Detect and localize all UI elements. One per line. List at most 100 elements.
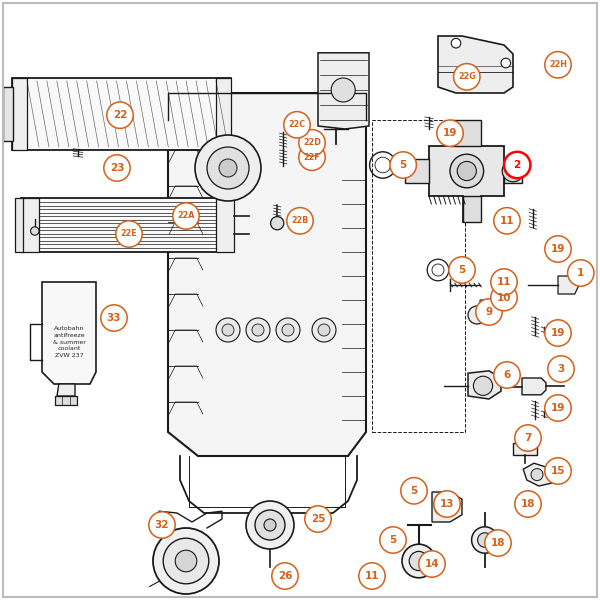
Text: 23: 23 — [110, 163, 124, 173]
Text: 11: 11 — [497, 277, 511, 287]
Circle shape — [107, 102, 133, 128]
Polygon shape — [463, 196, 481, 222]
Polygon shape — [21, 198, 39, 252]
Text: 32: 32 — [155, 520, 169, 530]
Polygon shape — [504, 159, 522, 183]
Circle shape — [219, 159, 237, 177]
Circle shape — [402, 544, 436, 578]
Text: 10: 10 — [497, 293, 511, 302]
Circle shape — [504, 152, 530, 178]
Text: 26: 26 — [278, 571, 292, 581]
Circle shape — [284, 112, 310, 138]
Circle shape — [175, 550, 197, 572]
Polygon shape — [558, 276, 579, 294]
Polygon shape — [216, 78, 231, 150]
Circle shape — [401, 478, 427, 504]
Polygon shape — [522, 378, 546, 395]
Polygon shape — [523, 463, 552, 486]
Text: 33: 33 — [107, 313, 121, 323]
Text: 22A: 22A — [177, 211, 195, 220]
Circle shape — [485, 530, 511, 556]
Circle shape — [491, 269, 517, 295]
Text: 18: 18 — [491, 538, 505, 548]
Text: 6: 6 — [503, 370, 511, 380]
Circle shape — [380, 527, 406, 553]
Text: 9: 9 — [485, 307, 493, 317]
Text: 11: 11 — [500, 216, 514, 226]
Circle shape — [568, 260, 594, 286]
Circle shape — [173, 203, 199, 229]
Circle shape — [473, 376, 493, 395]
Text: 5: 5 — [458, 265, 466, 275]
Circle shape — [450, 154, 484, 188]
Text: 3: 3 — [557, 364, 565, 374]
Circle shape — [287, 208, 313, 234]
Text: 22B: 22B — [292, 216, 308, 225]
Text: 25: 25 — [311, 514, 325, 524]
Circle shape — [494, 362, 520, 388]
Circle shape — [195, 135, 261, 201]
Text: 5: 5 — [400, 160, 407, 170]
Text: 19: 19 — [551, 328, 565, 338]
Circle shape — [246, 318, 270, 342]
Circle shape — [312, 318, 336, 342]
Circle shape — [478, 533, 492, 547]
Circle shape — [271, 217, 284, 230]
Text: Autobahn
antifreeze
& summer
coolant
ZVW 237: Autobahn antifreeze & summer coolant ZVW… — [53, 326, 85, 358]
Circle shape — [207, 147, 249, 189]
Circle shape — [545, 236, 571, 262]
Polygon shape — [216, 198, 234, 252]
Circle shape — [331, 78, 355, 102]
Text: 1: 1 — [577, 268, 584, 278]
Circle shape — [545, 458, 571, 484]
Text: 11: 11 — [365, 571, 379, 581]
Circle shape — [476, 299, 502, 325]
Circle shape — [31, 227, 39, 235]
Circle shape — [264, 519, 276, 531]
Polygon shape — [405, 159, 429, 183]
Text: 14: 14 — [425, 559, 439, 569]
Circle shape — [153, 528, 219, 594]
Circle shape — [468, 306, 486, 324]
Circle shape — [116, 221, 142, 247]
Circle shape — [163, 538, 209, 584]
Polygon shape — [438, 36, 513, 93]
Polygon shape — [318, 53, 369, 129]
Polygon shape — [468, 371, 501, 399]
Circle shape — [434, 491, 460, 517]
Polygon shape — [432, 492, 462, 522]
Circle shape — [457, 161, 476, 181]
Circle shape — [272, 563, 298, 589]
Text: 13: 13 — [440, 499, 454, 509]
Circle shape — [491, 284, 517, 311]
Polygon shape — [429, 146, 504, 222]
Circle shape — [299, 130, 325, 156]
Circle shape — [282, 324, 294, 336]
Text: 7: 7 — [524, 433, 532, 443]
Circle shape — [437, 120, 463, 146]
Text: 5: 5 — [389, 535, 397, 545]
Circle shape — [531, 469, 543, 481]
Circle shape — [390, 152, 416, 178]
Text: 22H: 22H — [549, 60, 567, 69]
Circle shape — [305, 506, 331, 532]
Circle shape — [494, 208, 520, 234]
Circle shape — [545, 395, 571, 421]
Circle shape — [222, 324, 234, 336]
Polygon shape — [513, 443, 537, 455]
Circle shape — [548, 356, 574, 382]
Circle shape — [252, 324, 264, 336]
Text: 2: 2 — [514, 160, 521, 170]
Polygon shape — [55, 396, 77, 405]
Circle shape — [515, 425, 541, 451]
Text: 19: 19 — [551, 403, 565, 413]
Polygon shape — [168, 93, 366, 456]
Text: 22G: 22G — [458, 72, 476, 81]
Text: 19: 19 — [443, 128, 457, 138]
Polygon shape — [12, 78, 27, 150]
Polygon shape — [3, 87, 13, 141]
Circle shape — [149, 512, 175, 538]
Circle shape — [246, 501, 294, 549]
Circle shape — [515, 491, 541, 517]
Circle shape — [359, 563, 385, 589]
